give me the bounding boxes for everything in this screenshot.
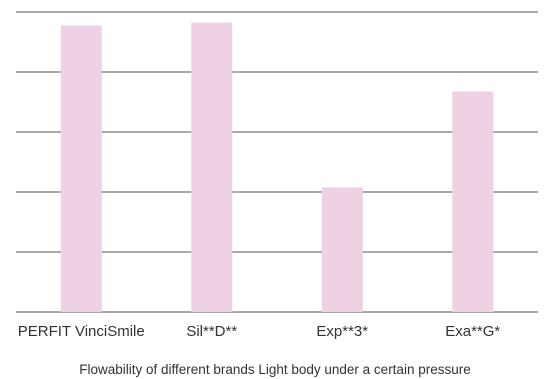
- category-label-3: Exa**G*: [445, 323, 500, 340]
- bar-0: [60, 25, 102, 312]
- bars: [60, 22, 494, 312]
- bar-2: [321, 187, 363, 312]
- category-label-0: PERFIT VinciSmile: [18, 323, 145, 340]
- bar-3: [452, 91, 494, 312]
- category-labels: PERFIT VinciSmile Sil**D** Exp**3* Exa**G*: [18, 323, 501, 340]
- chart-caption: Flowability of different brands Light bo…: [79, 362, 470, 377]
- category-label-1: Sil**D**: [186, 323, 237, 340]
- category-label-2: Exp**3*: [316, 323, 368, 340]
- bar-1: [191, 22, 233, 312]
- gridlines: [16, 11, 538, 313]
